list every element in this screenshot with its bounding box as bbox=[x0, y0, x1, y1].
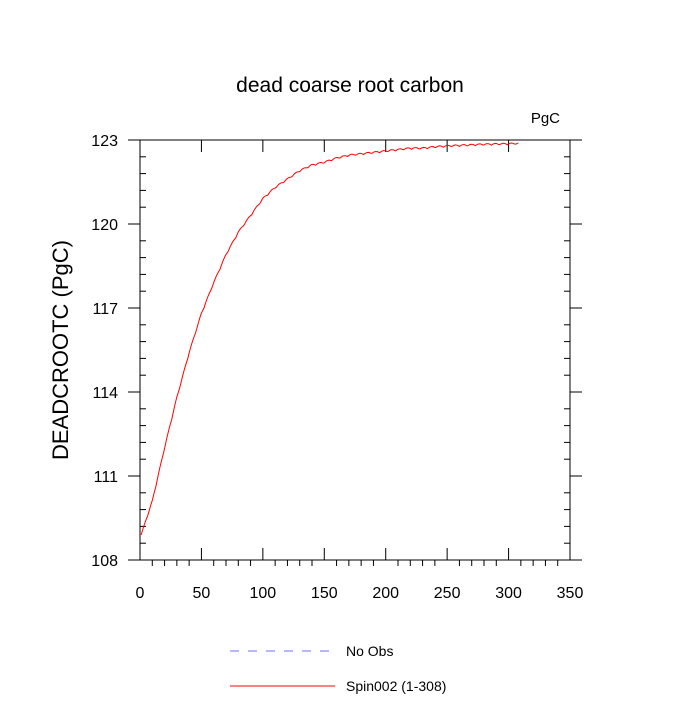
x-tick-label: 350 bbox=[557, 585, 584, 602]
x-tick-label: 200 bbox=[372, 585, 399, 602]
x-tick-label: 300 bbox=[495, 585, 522, 602]
plot-frame bbox=[139, 139, 571, 561]
y-tick-label: 114 bbox=[92, 385, 118, 402]
x-tick-label: 250 bbox=[434, 585, 461, 602]
legend-label: Spin002 (1-308) bbox=[346, 678, 446, 694]
y-tick-label: 123 bbox=[91, 133, 118, 150]
legend: No Obs Spin002 (1-308) bbox=[230, 643, 446, 694]
series-line bbox=[140, 142, 519, 535]
legend-label: No Obs bbox=[346, 643, 393, 659]
series-layer bbox=[140, 142, 519, 535]
axis-ticks: 0 50 100 150 200 250 300 350 108 111 114 117 120 123 bbox=[91, 133, 583, 602]
x-tick-label: 100 bbox=[250, 585, 277, 602]
y-axis-label: DEADCROOTC (PgC) bbox=[48, 240, 73, 460]
units-label: PgC bbox=[531, 110, 560, 127]
y-tick-label: 120 bbox=[91, 217, 118, 234]
x-tick-label: 150 bbox=[311, 585, 338, 602]
y-tick-label: 117 bbox=[92, 301, 118, 318]
x-tick-label: 50 bbox=[193, 585, 211, 602]
x-tick-label: 0 bbox=[136, 585, 145, 602]
y-tick-label: 111 bbox=[94, 469, 118, 486]
chart-title: dead coarse root carbon bbox=[236, 74, 464, 97]
y-tick-label: 108 bbox=[91, 553, 118, 570]
